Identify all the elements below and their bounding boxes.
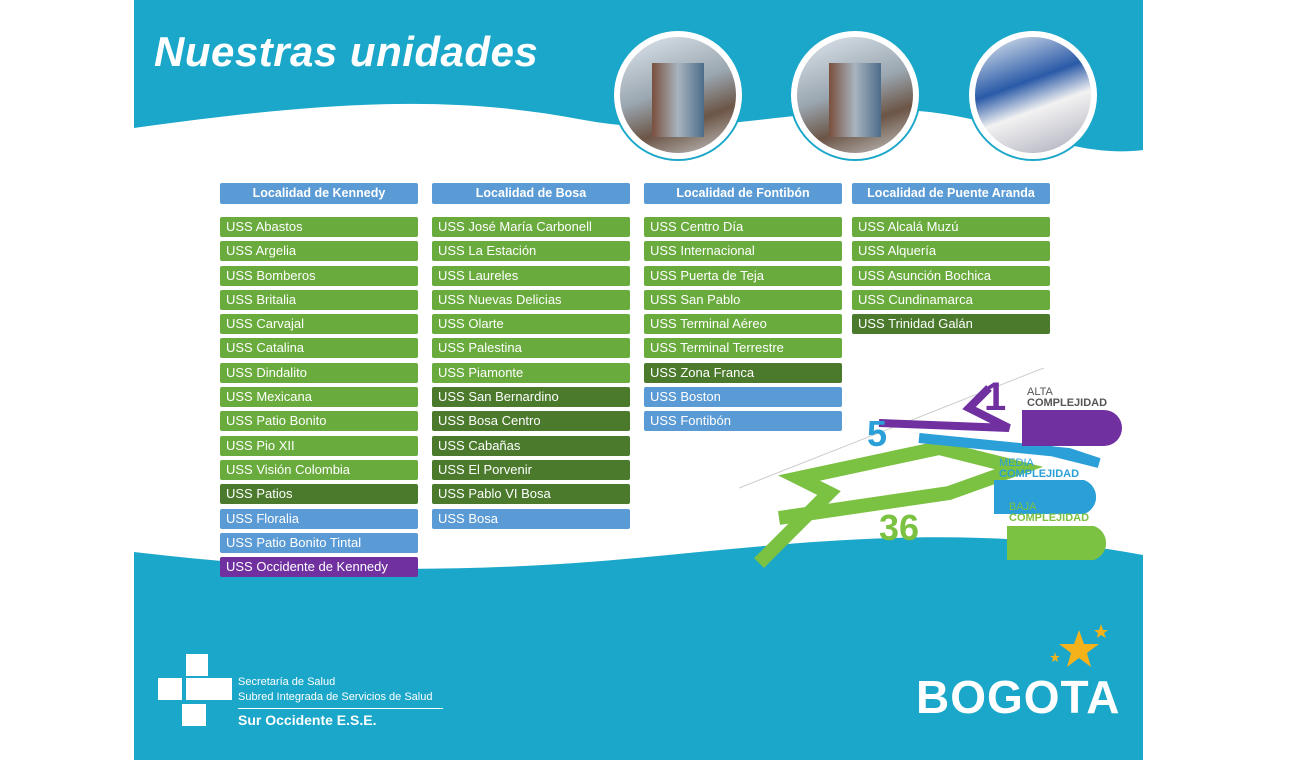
unit-item: USS El Porvenir — [432, 459, 630, 480]
unit-item: USS Nuevas Delicias — [432, 289, 630, 310]
bogota-logo: BOGOTA — [916, 671, 1121, 723]
unit-item: USS Asunción Bochica — [852, 265, 1050, 286]
unit-item: USS Terminal Terrestre — [644, 338, 842, 359]
unit-item: USS Boston — [644, 387, 842, 408]
complexity-infographic: 1 ALTA COMPLEJIDAD 5 MEDIA COMPLEJIDAD 3… — [739, 368, 1122, 568]
unit-item: USS Britalia — [220, 289, 418, 310]
unit-photo — [791, 31, 919, 159]
unit-item: USS Alquería — [852, 241, 1050, 262]
unit-item: USS Terminal Aéreo — [644, 314, 842, 335]
unit-item: USS La Estación — [432, 241, 630, 262]
alta-label-2: COMPLEJIDAD — [1027, 397, 1107, 409]
unit-photo — [969, 31, 1097, 159]
unit-item: USS Abastos — [220, 217, 418, 237]
unit-item: USS Puerta de Teja — [644, 265, 842, 286]
locality-column: Localidad de Bosa USS José María Carbonel… — [432, 183, 630, 533]
unit-item: USS San Bernardino — [432, 387, 630, 408]
locality-header: Localidad de Kennedy — [220, 183, 418, 204]
unit-item: USS San Pablo — [644, 289, 842, 310]
slide: Nuestras unidades Localidad de Kennedy US… — [134, 0, 1143, 760]
logo-line-3: Sur Occidente E.S.E. — [238, 712, 377, 728]
alta-label: ALTA — [1027, 386, 1054, 398]
unit-item: USS Visión Colombia — [220, 459, 418, 480]
unit-item: USS Floralia — [220, 508, 418, 529]
unit-item: USS Trinidad Galán — [852, 314, 1050, 335]
unit-item: USS Bosa Centro — [432, 411, 630, 432]
unit-item: USS Olarte — [432, 314, 630, 335]
unit-item: USS Centro Día — [644, 217, 842, 237]
star-icon — [1050, 624, 1108, 667]
unit-item: USS Cabañas — [432, 435, 630, 456]
unit-item: USS Fontibón — [644, 411, 842, 432]
unit-item: USS Pablo VI Bosa — [432, 484, 630, 505]
locality-header: Localidad de Puente Aranda — [852, 183, 1050, 204]
locality-column: Localidad de Fontibón USS Centro Día USS I… — [644, 183, 842, 436]
unit-item: USS Laureles — [432, 265, 630, 286]
unit-photo — [614, 31, 742, 159]
page-title: Nuestras unidades — [154, 28, 539, 75]
baja-label: BAJA — [1009, 501, 1037, 513]
unit-item: USS Palestina — [432, 338, 630, 359]
unit-item: USS Alcalá Muzú — [852, 217, 1050, 237]
media-label-2: COMPLEJIDAD — [999, 468, 1079, 480]
locality-column: Localidad de Puente Aranda USS Alcalá Muz… — [852, 183, 1050, 338]
baja-label-2: COMPLEJIDAD — [1009, 512, 1089, 524]
unit-item: USS Patio Bonito Tintal — [220, 532, 418, 553]
unit-item: USS Internacional — [644, 241, 842, 262]
unit-item: USS Patios — [220, 484, 418, 505]
cross-logo-icon — [158, 654, 232, 726]
unit-item: USS Argelia — [220, 241, 418, 262]
unit-item: USS Carvajal — [220, 314, 418, 335]
logo-line-1: Secretaría de Salud — [238, 676, 336, 688]
unit-item: USS Cundinamarca — [852, 289, 1050, 310]
unit-item: USS José María Carbonell — [432, 217, 630, 237]
unit-item: USS Piamonte — [432, 362, 630, 383]
unit-item: USS Patio Bonito — [220, 411, 418, 432]
unit-item: USS Pio XII — [220, 435, 418, 456]
unit-item: USS Mexicana — [220, 387, 418, 408]
unit-item: USS Bomberos — [220, 265, 418, 286]
unit-item: USS Occidente de Kennedy — [220, 557, 418, 578]
unit-item: USS Dindalito — [220, 362, 418, 383]
unit-item: USS Bosa — [432, 508, 630, 529]
media-count: 5 — [867, 413, 887, 454]
locality-header: Localidad de Fontibón — [644, 183, 842, 204]
logo-line-2: Subred Integrada de Servicios de Salud — [238, 691, 433, 703]
alta-count: 1 — [984, 375, 1006, 419]
unit-item: USS Zona Franca — [644, 362, 842, 383]
media-label: MEDIA — [999, 457, 1035, 469]
locality-header: Localidad de Bosa — [432, 183, 630, 204]
baja-count: 36 — [879, 507, 919, 548]
locality-column: Localidad de Kennedy USS Abastos USS Argel… — [220, 183, 418, 581]
unit-item: USS Catalina — [220, 338, 418, 359]
subred-logo: Secretaría de Salud Subred Integrada de … — [158, 654, 443, 734]
divider — [238, 708, 443, 709]
